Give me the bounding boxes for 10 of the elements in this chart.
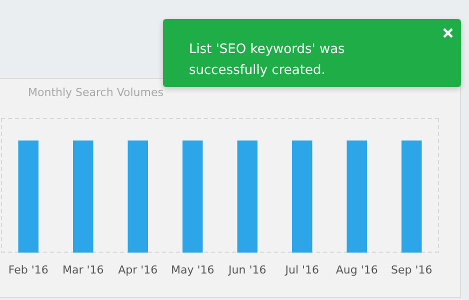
x-tick-label: Sep '16: [391, 263, 432, 276]
x-tick-label: Mar '16: [62, 263, 104, 276]
x-tick-label: Aug '16: [336, 263, 378, 276]
text: List 'SEO keywords' was successfully created.: [189, 42, 345, 78]
x-tick-label: Jul '16: [284, 263, 320, 276]
x-tick-label: May '16: [170, 263, 214, 276]
x-tick-label: Jun '16: [228, 263, 266, 276]
chart-title: Monthly Search Volumes: [28, 86, 164, 99]
x-tick-label: Apr '16: [118, 263, 158, 276]
x-tick-label: Feb '16: [8, 263, 48, 276]
